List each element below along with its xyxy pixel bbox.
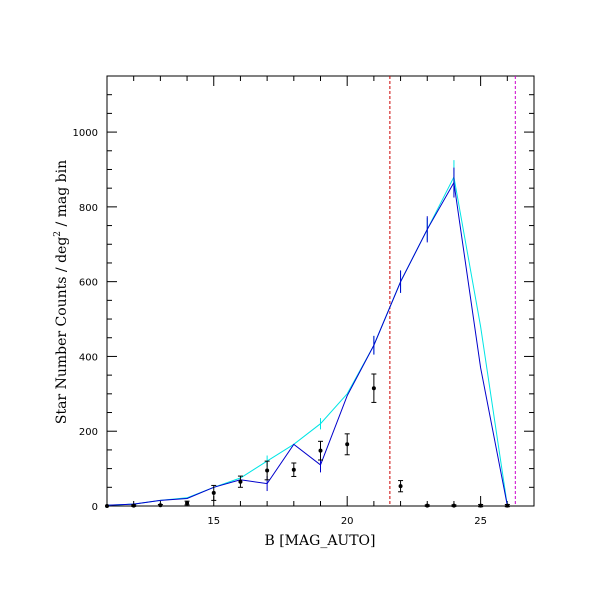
observed-point bbox=[265, 468, 270, 473]
observed-point bbox=[371, 386, 376, 391]
observed-point bbox=[211, 490, 216, 495]
y-axis-label-rest: / mag bin bbox=[54, 160, 70, 231]
limit-lines bbox=[389, 76, 516, 506]
y-tick-label: 600 bbox=[79, 278, 98, 289]
observed-point bbox=[238, 479, 243, 484]
axis-tick-labels: 15 20 25 0 200 400 600 800 1000 bbox=[73, 128, 487, 527]
y-axis-label-main: Star Number Counts / deg bbox=[54, 237, 70, 424]
observed-point bbox=[505, 503, 510, 508]
observed-point bbox=[478, 503, 483, 508]
cyan-model-line bbox=[106, 175, 508, 506]
y-tick-label: 1000 bbox=[73, 128, 98, 139]
observed-point bbox=[291, 467, 296, 472]
y-tick-label: 200 bbox=[79, 427, 98, 438]
observed-point bbox=[185, 501, 190, 506]
observed-point bbox=[131, 503, 136, 508]
x-axis-label: B [MAG_AUTO] bbox=[264, 533, 375, 549]
observed-point bbox=[451, 503, 456, 508]
x-tick-label: 20 bbox=[341, 516, 354, 527]
y-axis-label: Star Number Counts / deg2 / mag bin bbox=[53, 160, 70, 424]
observed-point bbox=[398, 484, 403, 489]
observed-point bbox=[345, 442, 350, 447]
y-tick-label: 800 bbox=[79, 203, 98, 214]
y-tick-label: 0 bbox=[92, 502, 98, 513]
observed-point bbox=[425, 503, 430, 508]
observed-point bbox=[158, 503, 163, 508]
observed-point bbox=[105, 504, 109, 508]
y-tick-label: 400 bbox=[79, 352, 98, 363]
blue-model-line bbox=[106, 181, 508, 506]
y-axis-label-sup: 2 bbox=[53, 231, 63, 237]
observed-point bbox=[318, 448, 323, 453]
x-tick-label: 15 bbox=[207, 516, 220, 527]
data-series bbox=[105, 160, 510, 508]
x-tick-label: 25 bbox=[474, 516, 487, 527]
axis-ticks bbox=[106, 75, 535, 507]
